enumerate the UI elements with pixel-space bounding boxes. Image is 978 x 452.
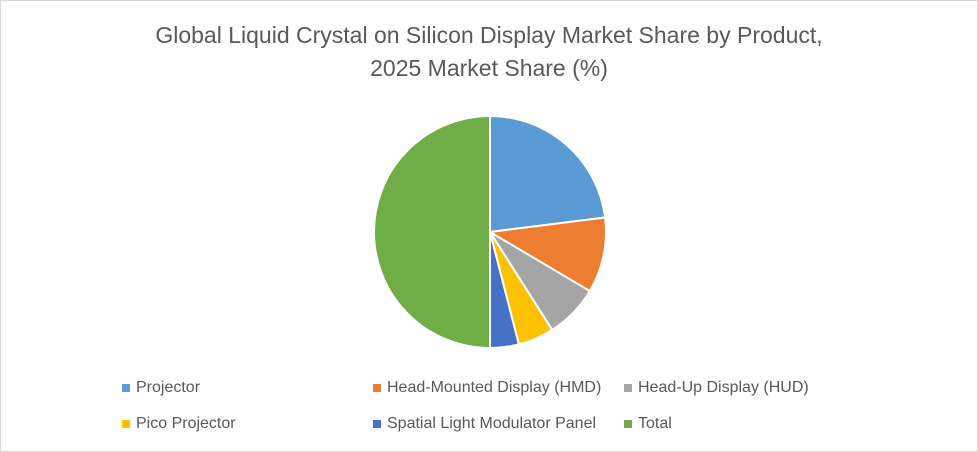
pie-slice-total [373, 114, 491, 350]
chart-title-line-2: 2025 Market Share (%) [370, 55, 608, 81]
pie-slice-projector [489, 114, 607, 234]
chart-title: Global Liquid Crystal on Silicon Display… [1, 19, 977, 85]
pie-slice-head-mounted-display-hmd [486, 216, 607, 293]
chart-title-line-1: Global Liquid Crystal on Silicon Display… [155, 22, 823, 48]
